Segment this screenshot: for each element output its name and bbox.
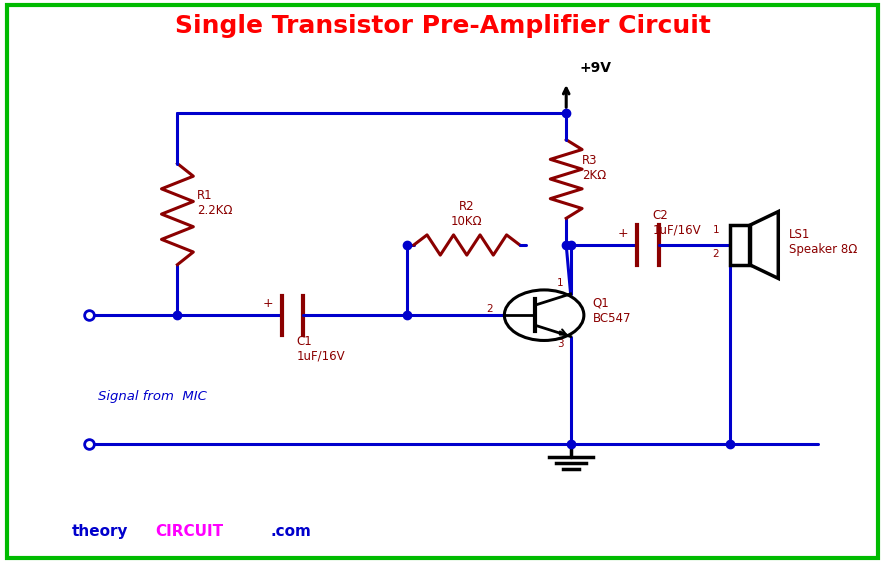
- Text: C1
1uF/16V: C1 1uF/16V: [296, 335, 345, 363]
- Text: +: +: [618, 226, 628, 240]
- Text: theory: theory: [72, 524, 128, 539]
- Text: 1: 1: [557, 278, 564, 288]
- Text: 2: 2: [712, 249, 720, 260]
- Text: LS1
Speaker 8Ω: LS1 Speaker 8Ω: [789, 228, 858, 256]
- Text: +: +: [262, 297, 273, 310]
- Text: CIRCUIT: CIRCUIT: [156, 524, 223, 539]
- Text: R1
2.2KΩ: R1 2.2KΩ: [196, 189, 233, 217]
- Text: C2
1uF/16V: C2 1uF/16V: [652, 208, 701, 236]
- Text: 2: 2: [486, 305, 493, 314]
- Text: 3: 3: [557, 339, 564, 348]
- Text: R2
10KΩ: R2 10KΩ: [451, 200, 482, 228]
- Text: Signal from  MIC: Signal from MIC: [98, 390, 207, 403]
- Text: Q1
BC547: Q1 BC547: [593, 297, 631, 325]
- Text: +9V: +9V: [580, 61, 612, 75]
- Text: .com: .com: [270, 524, 311, 539]
- Bar: [729, 225, 750, 265]
- Text: R3
2KΩ: R3 2KΩ: [582, 154, 606, 182]
- Text: Single Transistor Pre-Amplifier Circuit: Single Transistor Pre-Amplifier Circuit: [174, 14, 711, 38]
- Text: 1: 1: [712, 225, 720, 235]
